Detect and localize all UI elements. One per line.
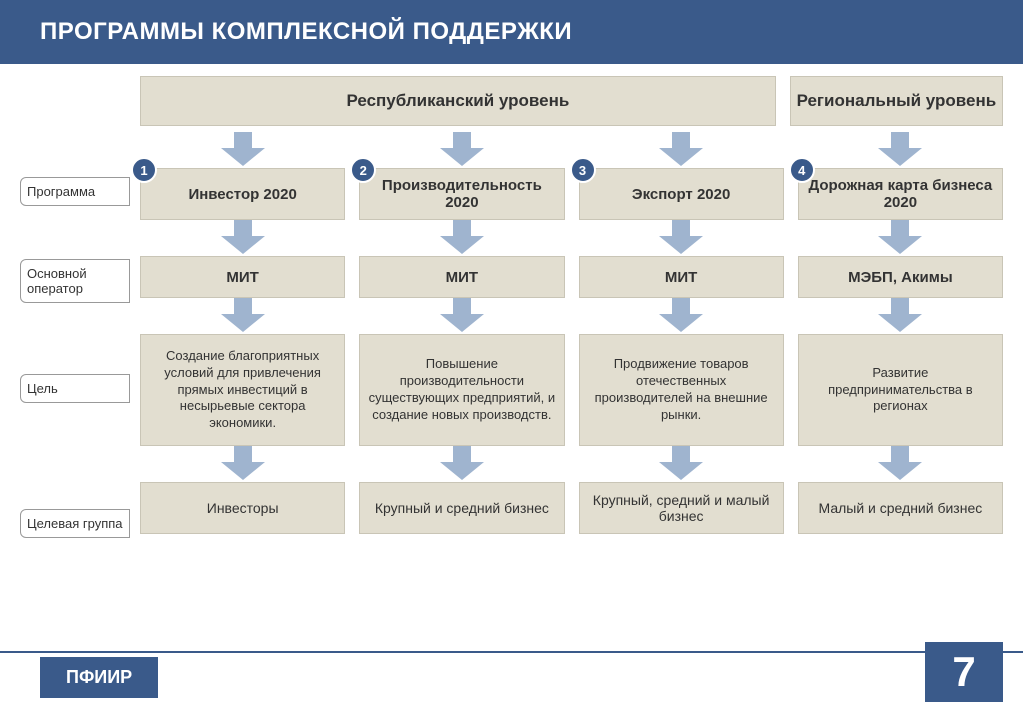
arrow-down-icon: [579, 220, 784, 256]
operator-box-2: МИТ: [359, 256, 564, 298]
level-row: Республиканский уровень Региональный уро…: [140, 76, 1003, 126]
program-box-1: 1 Инвестор 2020: [140, 168, 345, 220]
badge-3: 3: [570, 157, 596, 183]
arrow-down-icon: [579, 298, 784, 334]
columns-grid: Республиканский уровень Региональный уро…: [140, 76, 1003, 534]
goal-box-1: Создание благоприятных условий для привл…: [140, 334, 345, 446]
row-label-goal: Цель: [20, 374, 130, 403]
program-box-4: 4 Дорожная карта бизнеса 2020: [798, 168, 1003, 220]
operator-box-3: МИТ: [579, 256, 784, 298]
row-label-operator: Основной оператор: [20, 259, 130, 303]
target-box-1: Инвесторы: [140, 482, 345, 534]
arrow-down-icon: [579, 446, 784, 482]
arrow-down-icon: [359, 220, 564, 256]
footer-divider: [0, 651, 1023, 653]
row-label-target: Целевая группа: [20, 509, 130, 538]
program-label: Экспорт 2020: [632, 186, 730, 203]
target-box-2: Крупный и средний бизнес: [359, 482, 564, 534]
row-label-program: Программа: [20, 177, 130, 206]
level-republican: Республиканский уровень: [140, 76, 776, 126]
badge-1: 1: [131, 157, 157, 183]
arrow-down-icon: [359, 446, 564, 482]
arrow-down-icon: [798, 446, 1003, 482]
arrow-down-icon: [140, 220, 345, 256]
column-1: 1 Инвестор 2020 МИТ Создание благоприятн…: [140, 132, 345, 534]
diagram-area: Программа Основной оператор Цель Целевая…: [0, 64, 1023, 76]
column-4: 4 Дорожная карта бизнеса 2020 МЭБП, Аким…: [798, 132, 1003, 534]
target-box-3: Крупный, средний и малый бизнес: [579, 482, 784, 534]
arrow-down-icon: [798, 132, 1003, 168]
arrow-down-icon: [359, 132, 564, 168]
operator-box-4: МЭБП, Акимы: [798, 256, 1003, 298]
column-3: 3 Экспорт 2020 МИТ Продвижение товаров о…: [579, 132, 784, 534]
goal-box-4: Развитие предпринимательства в регионах: [798, 334, 1003, 446]
level-regional: Региональный уровень: [790, 76, 1003, 126]
footer-label: ПФИИР: [40, 657, 158, 698]
target-box-4: Малый и средний бизнес: [798, 482, 1003, 534]
arrow-down-icon: [798, 298, 1003, 334]
arrow-down-icon: [359, 298, 564, 334]
program-box-3: 3 Экспорт 2020: [579, 168, 784, 220]
arrow-down-icon: [140, 446, 345, 482]
badge-4: 4: [789, 157, 815, 183]
slide-title: ПРОГРАММЫ КОМПЛЕКСНОЙ ПОДДЕРЖКИ: [0, 0, 1023, 64]
goal-box-2: Повышение производительности существующи…: [359, 334, 564, 446]
program-box-2: 2 Производительность 2020: [359, 168, 564, 220]
program-label: Производительность 2020: [368, 177, 555, 211]
arrow-down-icon: [140, 298, 345, 334]
goal-box-3: Продвижение товаров отечественных произв…: [579, 334, 784, 446]
operator-box-1: МИТ: [140, 256, 345, 298]
column-2: 2 Производительность 2020 МИТ Повышение …: [359, 132, 564, 534]
arrow-down-icon: [140, 132, 345, 168]
arrow-down-icon: [798, 220, 1003, 256]
page-number: 7: [925, 642, 1003, 702]
footer: ПФИИР 7: [0, 650, 1023, 708]
program-label: Инвестор 2020: [188, 186, 296, 203]
program-label: Дорожная карта бизнеса 2020: [807, 177, 994, 211]
columns: 1 Инвестор 2020 МИТ Создание благоприятн…: [140, 132, 1003, 534]
arrow-down-icon: [579, 132, 784, 168]
